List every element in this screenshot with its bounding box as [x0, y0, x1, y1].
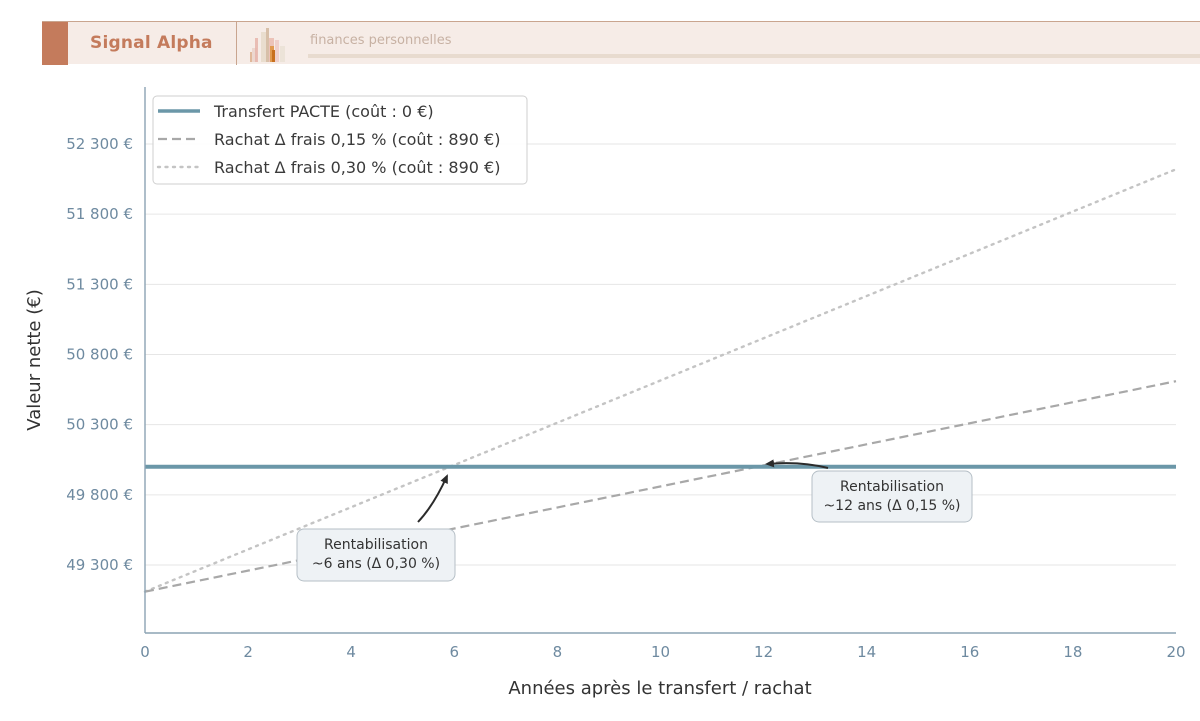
axes	[144, 87, 1176, 634]
annotation-detail: ~12 ans (Δ 0,15 %)	[823, 498, 960, 514]
x-tick-label: 20	[1166, 643, 1185, 661]
tagline-rule	[308, 54, 1200, 58]
x-tick-label: 2	[243, 643, 253, 661]
series-lines	[143, 168, 1178, 593]
annotations: Rentabilisation ~6 ans (Δ 0,30 %) Rentabil…	[296, 459, 973, 582]
y-tick-label: 49 300 €	[66, 556, 133, 574]
y-tick-label: 50 300 €	[66, 416, 133, 434]
annotation-title: Rentabilisation	[324, 537, 428, 553]
x-tick-label: 14	[857, 643, 876, 661]
x-axis-label: Années après le transfert / rachat	[508, 678, 811, 699]
x-tick-label: 4	[346, 643, 356, 661]
x-tick-label: 18	[1063, 643, 1082, 661]
annotation-arrow	[417, 474, 448, 523]
annotation-detail: ~6 ans (Δ 0,30 %)	[312, 556, 440, 572]
legend-entry: Transfert PACTE (coût : 0 €)	[213, 102, 434, 121]
annotation-box	[811, 470, 973, 523]
legend: Transfert PACTE (coût : 0 €) Rachat Δ fra…	[152, 95, 528, 185]
y-tick-label: 52 300 €	[66, 135, 133, 153]
series-line	[143, 168, 1178, 593]
x-tick-label: 8	[553, 643, 563, 661]
legend-frame	[152, 95, 528, 185]
x-tick-label: 0	[140, 643, 150, 661]
y-tick-label: 51 300 €	[66, 275, 133, 293]
annotation-box	[296, 528, 456, 582]
x-tick-label: 6	[450, 643, 460, 661]
tagline: finances personnelles	[310, 33, 452, 48]
x-axis-tick-labels: 0 2 4 6 8 10 12 14 16 18 20	[140, 643, 1185, 661]
y-axis-tick-labels: 49 300 € 49 800 € 50 300 € 50 800 € 51 300 €…	[66, 135, 133, 574]
bar-chart-logo-icon	[250, 28, 285, 62]
banner-accent-block	[42, 22, 68, 65]
gridlines	[145, 143, 1176, 566]
x-tick-label: 10	[651, 643, 670, 661]
y-tick-label: 50 800 €	[66, 346, 133, 364]
legend-entry: Rachat Δ frais 0,30 % (coût : 890 €)	[214, 158, 500, 177]
y-tick-label: 51 800 €	[66, 205, 133, 223]
y-tick-label: 49 800 €	[66, 486, 133, 504]
annotation-title: Rentabilisation	[840, 479, 944, 495]
x-tick-label: 16	[960, 643, 979, 661]
legend-entry: Rachat Δ frais 0,15 % (coût : 890 €)	[214, 130, 500, 149]
brand-name: Signal Alpha	[90, 33, 213, 53]
y-axis-label: Valeur nette (€)	[24, 289, 45, 430]
banner-divider	[236, 22, 237, 65]
x-tick-label: 12	[754, 643, 773, 661]
annotation-arrow	[765, 459, 829, 469]
header-banner: Signal Alpha finances personnelles	[42, 21, 1200, 65]
